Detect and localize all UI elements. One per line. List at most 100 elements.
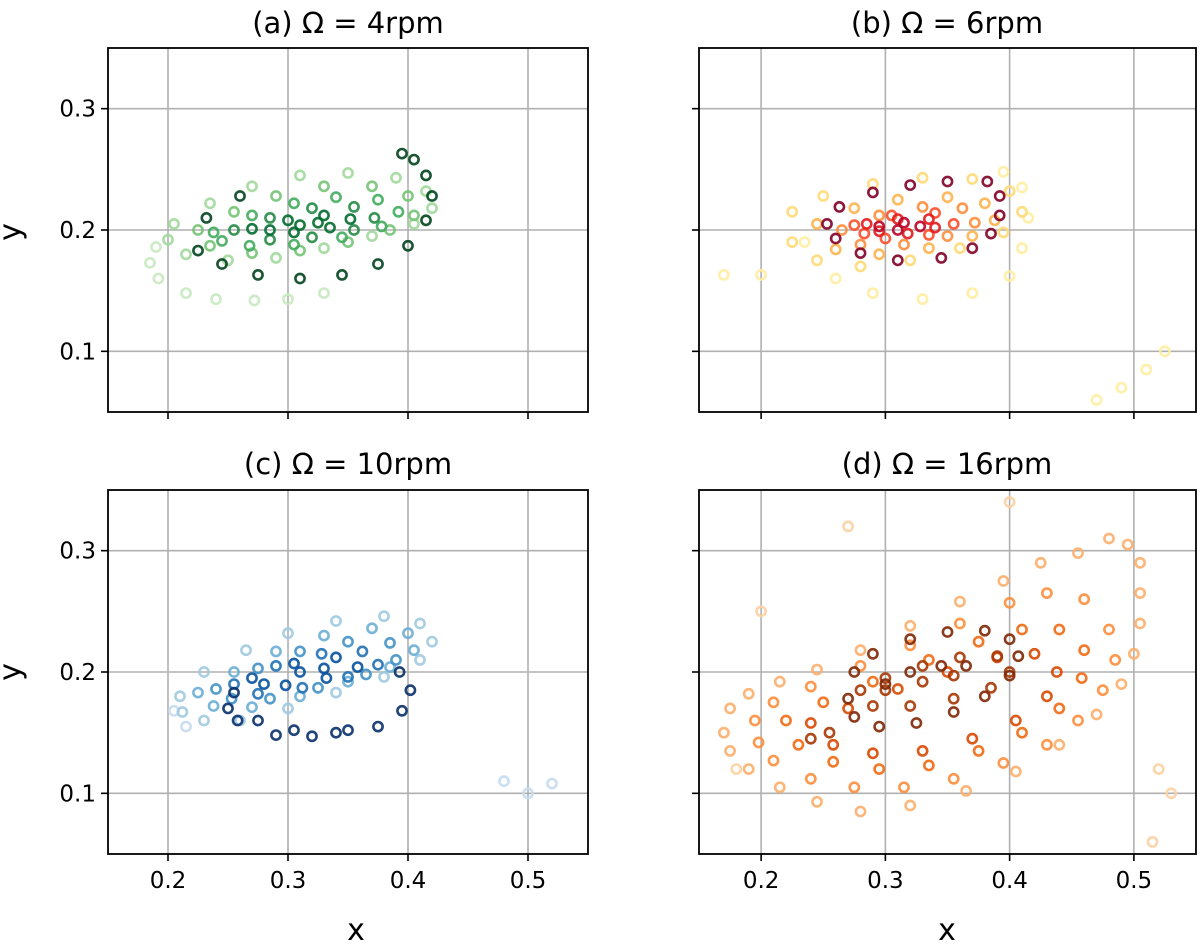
subplot-c-point-4-3 <box>356 645 369 658</box>
subplot-d-series-2 <box>749 587 1122 794</box>
subplot-d-xtick-label-0.2: 0.2 <box>743 868 780 894</box>
subplot-c-point-1-6 <box>414 617 426 630</box>
subplot-d-point-2-13 <box>1041 738 1053 751</box>
subplot-c-xtick-label-0.3: 0.3 <box>270 868 307 894</box>
subplot-c-point-1-2 <box>240 644 252 657</box>
subplot-a-point-0-2 <box>210 293 222 306</box>
subplot-c-point-6-7 <box>393 666 406 678</box>
subplot-d-point-5-1 <box>879 672 892 684</box>
subplot-d-point-1-2 <box>742 687 755 700</box>
subplot-d-point-1-22 <box>904 799 917 812</box>
subplot-d-point-1-23 <box>854 805 867 818</box>
subplot-d-point-1-26 <box>742 763 755 775</box>
subplot-c-point-6-11 <box>306 730 318 743</box>
subplot-c-point-3-2 <box>294 645 306 658</box>
subplot-d-point-6-10 <box>947 706 960 718</box>
subplot-d-series-3 <box>780 623 1091 775</box>
subplot-a-point-4-4 <box>368 211 381 224</box>
subplot-d-point-2-18 <box>804 772 817 785</box>
subplot-d-point-1-3 <box>773 675 786 688</box>
subplot-a-point-6-7 <box>426 190 438 202</box>
subplot-c-series-1 <box>174 610 438 727</box>
subplot-a-ytick-label-0.3: 0.3 <box>59 97 96 123</box>
subplot-b-point-7-13 <box>821 217 833 230</box>
subplot-c-point-3-4 <box>384 637 396 649</box>
subplot-c-point-2-11 <box>207 700 220 712</box>
subplot-d-point-4-7 <box>1041 690 1053 703</box>
subplot-a-point-6-9 <box>408 153 420 166</box>
subplot-b-point-5-2 <box>923 213 935 225</box>
subplot-a-point-5-0 <box>246 222 258 235</box>
subplot-a-series-3 <box>207 191 405 252</box>
subplot-d-point-6-2 <box>867 647 879 660</box>
subplot-b-point-3-2 <box>916 200 929 213</box>
subplot-b-point-7-8 <box>981 175 994 188</box>
subplot-d-point-3-13 <box>873 763 886 775</box>
subplot-a-point-6-5 <box>402 239 414 252</box>
subplot-b-point-3-5 <box>941 230 954 242</box>
subplot-d-point-0-5 <box>1165 787 1178 800</box>
subplot-b-point-7-10 <box>904 179 917 191</box>
subplot-b-points <box>718 165 1171 406</box>
subplot-b-point-5-0 <box>860 217 873 230</box>
subplot-b-point-2-7 <box>923 242 935 255</box>
subplot-a-point-3-1 <box>246 209 258 222</box>
subplot-c-xlabel: x <box>347 913 365 948</box>
subplot-a-point-6-8 <box>420 169 432 182</box>
subplot-b-point-3-0 <box>836 224 848 236</box>
subplot-a-point-6-10 <box>396 147 408 160</box>
subplot-d-point-1-17 <box>1115 678 1128 690</box>
subplot-d-point-0-2 <box>842 520 854 533</box>
subplot-c-series-6 <box>222 666 417 743</box>
subplot-c-point-2-5 <box>402 627 414 640</box>
subplot-d-point-5-4 <box>991 650 1004 663</box>
subplot-d-point-6-6 <box>1003 633 1016 646</box>
subplot-c-point-4-5 <box>342 671 354 683</box>
subplot-c-point-3-0 <box>210 683 222 695</box>
subplot-b-point-7-5 <box>985 227 997 240</box>
subplot-b-point-4-0 <box>848 219 861 231</box>
subplot-d-point-1-12 <box>1121 538 1134 551</box>
subplot-d-point-5-0 <box>854 684 867 697</box>
subplot-b-point-4-3 <box>947 217 960 230</box>
subplot-b-point-1-4 <box>966 173 979 185</box>
subplot-a-point-6-2 <box>294 272 306 285</box>
subplot-d-point-0-1 <box>755 605 767 618</box>
subplot-d-point-6-9 <box>978 690 991 703</box>
subplot-d-point-3-14 <box>827 755 840 768</box>
subplot-a-point-5-7 <box>294 219 306 231</box>
subplot-d-point-2-17 <box>848 781 861 794</box>
subplot-d-point-1-8 <box>997 575 1010 587</box>
subplot-c-xtick-label-0.2: 0.2 <box>150 868 187 894</box>
subplot-a-point-5-8 <box>312 216 324 229</box>
subplot-a-point-0-6 <box>144 256 156 269</box>
subplot-d-point-4-11 <box>867 747 879 760</box>
subplot-c-point-1-3 <box>282 627 294 640</box>
subplot-a-point-6-0 <box>216 258 228 270</box>
subplot-d-point-1-0 <box>718 726 730 739</box>
subplot-d-point-5-9 <box>867 700 879 712</box>
subplot-b-point-4-4 <box>923 228 935 241</box>
subplot-b-point-0-2 <box>798 236 811 248</box>
subplot-d-point-6-16 <box>935 660 948 672</box>
subplot-d-point-6-0 <box>842 692 854 705</box>
subplot-a-point-3-4 <box>372 193 384 206</box>
subplot-c-point-2-2 <box>270 645 282 658</box>
subplot-c-ytick-label-0.2: 0.2 <box>59 660 96 686</box>
subplot-d-xlabel: x <box>938 913 956 948</box>
subplot-d-point-2-5 <box>954 617 966 630</box>
subplot-c-point-3-7 <box>312 681 324 694</box>
subplot-d-point-2-15 <box>947 772 960 785</box>
subplot-c-point-5-8 <box>318 662 330 675</box>
subplot-c-ytick-label-0.1: 0.1 <box>59 781 96 807</box>
subplot-d-point-6-13 <box>848 711 861 723</box>
subplot-c-point-5-5 <box>279 679 292 692</box>
subplot-b-point-7-1 <box>854 247 867 259</box>
subplot-d-point-6-8 <box>1003 669 1016 682</box>
subplot-a-point-3-8 <box>288 238 300 251</box>
subplot-b-point-1-10 <box>854 260 867 273</box>
subplot-b-point-1-0 <box>786 205 799 218</box>
subplot-d-xtick-label-0.5: 0.5 <box>1116 868 1153 894</box>
subplot-c-point-6-2 <box>288 724 300 737</box>
subplot-b-point-0-9 <box>1022 211 1035 224</box>
